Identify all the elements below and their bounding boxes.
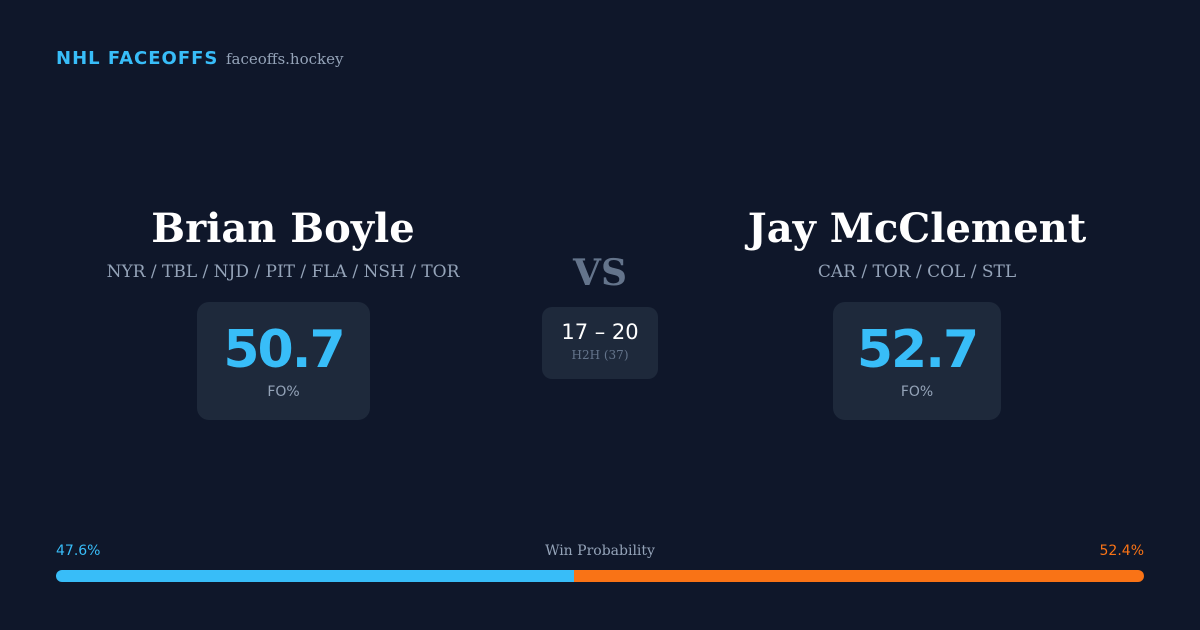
brand: NHL FACEOFFS: [56, 48, 219, 69]
vs: VS: [573, 252, 627, 294]
player-name: Brian Boyle: [151, 205, 415, 252]
player-teams: CAR / TOR / COL / STL: [817, 262, 1017, 282]
fo-pct: 52.7: [856, 320, 979, 380]
player-teams: NYR / TBL / NJD / PIT / FLA / NSH / TOR: [106, 262, 460, 282]
win-prob-left: 47.6%: [56, 543, 101, 559]
h2h-label: H2H (37): [571, 348, 629, 362]
win-prob-right: 52.4%: [1099, 543, 1144, 559]
fo-label: FO%: [900, 384, 934, 400]
site-url: faceoffs.hockey: [226, 50, 344, 68]
player-name: Jay McClement: [747, 205, 1087, 252]
win-prob-bar-left: [56, 570, 574, 582]
fo-pct: 50.7: [223, 320, 345, 380]
win-prob-bar-right: [573, 570, 1144, 582]
win-prob-title: Win Probability: [545, 543, 655, 559]
h2h-score: 17 – 20: [561, 320, 639, 344]
fo-card: 52.7 FO%: [833, 302, 1001, 420]
fo-label: FO%: [267, 384, 300, 400]
fo-card: 50.7 FO%: [197, 302, 370, 420]
h2h-card: 17 – 20 H2H (37): [542, 307, 658, 379]
